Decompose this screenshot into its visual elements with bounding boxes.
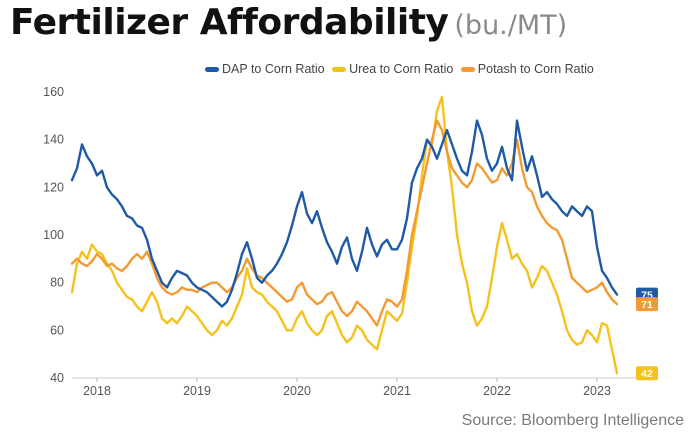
- y-tick-label-80: 80: [50, 276, 64, 290]
- title-unit: (bu./MT): [454, 10, 568, 41]
- y-tick-label-40: 40: [50, 371, 64, 385]
- y-tick-label-160: 160: [43, 85, 64, 99]
- end-badge-2: [636, 297, 658, 312]
- y-tick-label-140: 140: [43, 133, 64, 147]
- page-title: Fertilizer Affordability: [10, 2, 449, 43]
- x-tick-label-2021: 2021: [383, 384, 411, 398]
- end-badge-label-0: 75: [641, 290, 653, 302]
- x-tick-label-2018: 2018: [83, 384, 111, 398]
- x-tick-label-2019: 2019: [183, 384, 211, 398]
- series-line-2: [70, 119, 619, 327]
- end-badge-1: [636, 366, 658, 381]
- source-note: Source: Bloomberg Intelligence: [461, 412, 684, 429]
- legend-label-potash: Potash to Corn Ratio: [477, 62, 594, 76]
- legend-label-urea: Urea to Corn Ratio: [349, 62, 454, 76]
- legend-item-urea: Urea to Corn Ratio: [332, 62, 453, 76]
- legend-swatch-urea: [332, 67, 347, 73]
- x-tick-label-2023: 2023: [583, 384, 611, 398]
- x-tick-label-2020: 2020: [283, 384, 311, 398]
- series-line-1: [70, 95, 619, 375]
- y-tick-label-120: 120: [43, 180, 64, 194]
- legend-item-potash: Potash to Corn Ratio: [460, 62, 594, 76]
- legend-swatch-potash: [460, 67, 475, 73]
- chart-legend: DAP to Corn Ratio Urea to Corn Ratio Pot…: [205, 62, 598, 76]
- legend-swatch-dap: [205, 67, 219, 73]
- y-tick-label-100: 100: [43, 228, 64, 242]
- legend-item-dap: DAP to Corn Ratio: [205, 62, 325, 76]
- end-badge-label-1: 42: [641, 368, 653, 380]
- y-tick-label-60: 60: [50, 323, 64, 337]
- title-row: Fertilizer Affordability (bu./MT): [10, 2, 567, 43]
- x-tick-label-2022: 2022: [483, 384, 511, 398]
- series-line-0: [70, 119, 619, 308]
- end-badge-label-2: 71: [641, 299, 653, 311]
- legend-label-dap: DAP to Corn Ratio: [222, 62, 325, 76]
